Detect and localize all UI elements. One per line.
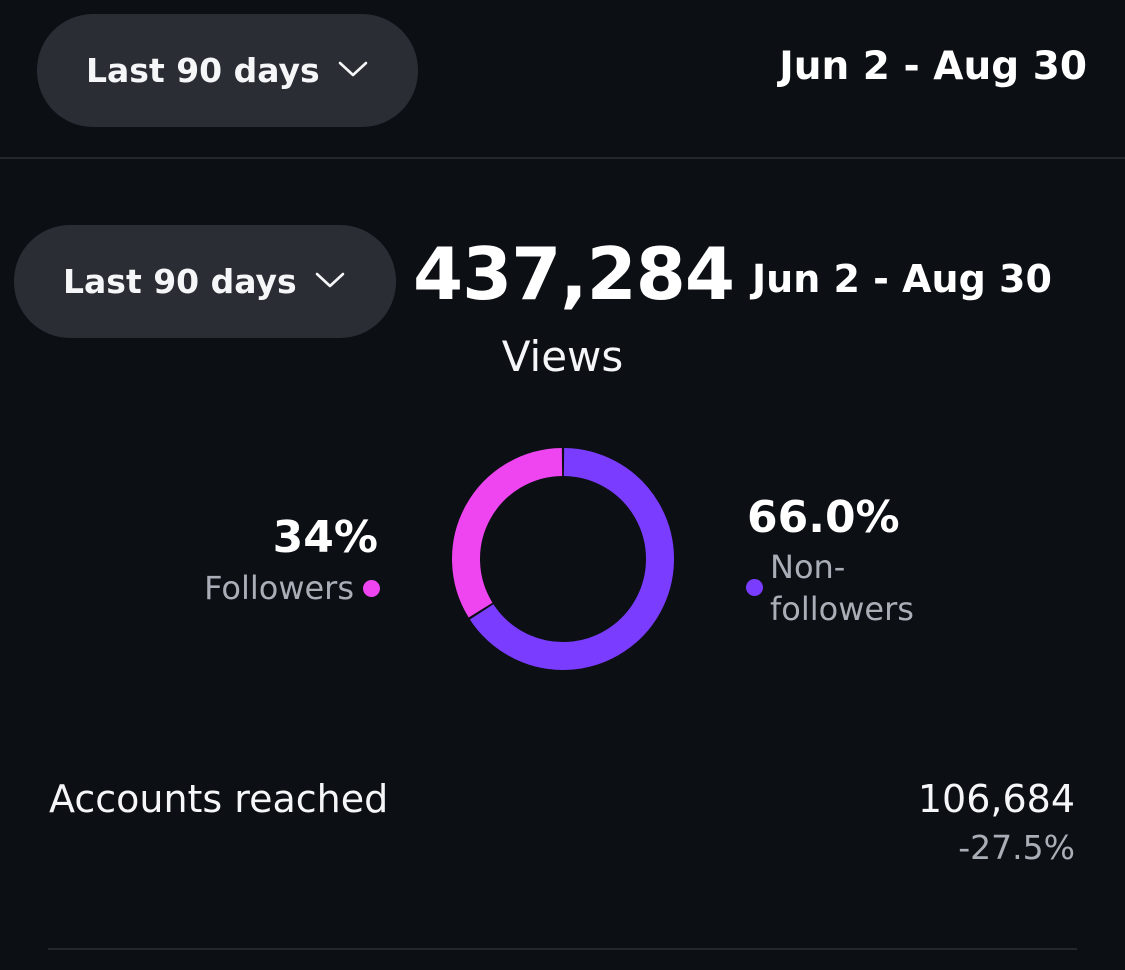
accounts-reached-change: -27.5% <box>958 828 1075 867</box>
chevron-down-icon <box>338 60 368 82</box>
non-followers-percent: 66.0% <box>747 492 900 543</box>
donut-segment-followers <box>452 448 563 618</box>
followers-legend-dot <box>363 579 380 597</box>
non-followers-label-line-1: Non- <box>770 548 846 586</box>
views-total: 437,284 <box>413 232 735 316</box>
non-followers-legend-label: Non-followers <box>770 546 970 630</box>
accounts-reached-value: 106,684 <box>917 777 1075 821</box>
date-range-dropdown[interactable]: Last 90 days <box>37 14 418 127</box>
divider <box>48 948 1077 950</box>
followers-legend: Followers <box>204 569 380 607</box>
followers-percent: 34% <box>272 512 378 563</box>
chevron-down-icon <box>315 271 345 293</box>
accounts-reached-label: Accounts reached <box>49 777 389 821</box>
views-date-range: Jun 2 - Aug 30 <box>752 257 1052 301</box>
non-followers-label-line-2: followers <box>770 590 914 628</box>
views-range-dropdown-label: Last 90 days <box>63 262 297 301</box>
non-followers-legend-dot <box>746 579 763 596</box>
views-breakdown-donut <box>452 448 674 670</box>
non-followers-legend: Non-followers <box>746 546 970 630</box>
views-metric-label: Views <box>0 332 1125 381</box>
views-metric-text: Views <box>501 332 624 381</box>
divider <box>0 157 1125 159</box>
date-range-dropdown-label: Last 90 days <box>86 51 320 90</box>
donut-segment-non-followers <box>469 448 674 670</box>
date-range-text: Jun 2 - Aug 30 <box>779 44 1087 89</box>
views-range-dropdown[interactable]: Last 90 days <box>14 225 396 338</box>
followers-legend-label: Followers <box>204 569 354 607</box>
